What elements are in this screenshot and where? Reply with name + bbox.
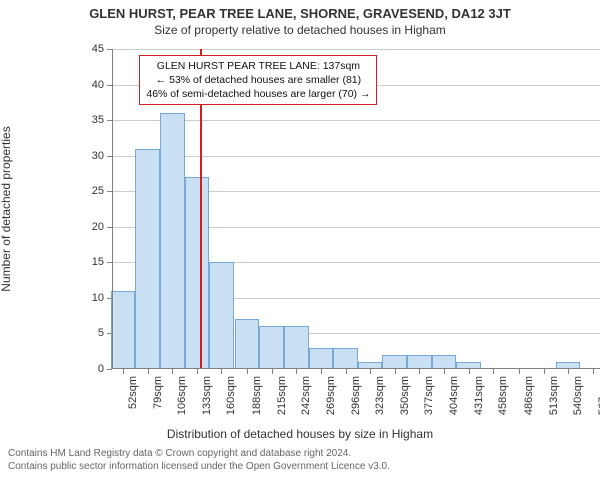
footer-line: Contains public sector information licen…: [8, 460, 600, 473]
y-axis-line: [112, 49, 113, 369]
x-tick-mark: [544, 369, 545, 374]
x-tick-mark: [321, 369, 322, 374]
x-axis-label: Distribution of detached houses by size …: [0, 427, 600, 441]
y-tick-mark: [107, 369, 112, 370]
annotation-box: GLEN HURST PEAR TREE LANE: 137sqm← 53% o…: [139, 55, 377, 106]
chart-title: GLEN HURST, PEAR TREE LANE, SHORNE, GRAV…: [0, 6, 600, 21]
x-tick-label: 323sqm: [374, 376, 386, 415]
y-tick-label: 10: [92, 292, 104, 304]
x-tick-label: 458sqm: [497, 376, 509, 415]
x-tick-mark: [395, 369, 396, 374]
x-tick-mark: [469, 369, 470, 374]
x-tick-mark: [346, 369, 347, 374]
x-tick-mark: [493, 369, 494, 374]
x-tick-label: 486sqm: [523, 376, 535, 415]
y-tick-label: 30: [92, 150, 104, 162]
x-tick-mark: [197, 369, 198, 374]
x-tick-mark: [172, 369, 173, 374]
x-tick-label: 133sqm: [201, 376, 213, 415]
histogram-bar: [309, 348, 334, 369]
histogram-bar: [333, 348, 358, 369]
x-tick-mark: [593, 369, 594, 374]
x-tick-mark: [221, 369, 222, 374]
x-tick-label: 242sqm: [300, 376, 312, 415]
x-tick-label: 431sqm: [473, 376, 485, 415]
x-tick-label: 404sqm: [448, 376, 460, 415]
chart-subtitle: Size of property relative to detached ho…: [0, 23, 600, 37]
histogram-bar: [407, 355, 432, 369]
x-tick-mark: [370, 369, 371, 374]
y-tick-label: 40: [92, 79, 104, 91]
histogram-bar: [432, 355, 457, 369]
annotation-line: GLEN HURST PEAR TREE LANE: 137sqm: [146, 59, 370, 73]
x-tick-label: 160sqm: [225, 376, 237, 415]
y-tick-label: 5: [98, 327, 104, 339]
gridline: [112, 120, 600, 121]
x-tick-mark: [148, 369, 149, 374]
x-tick-label: 377sqm: [423, 376, 435, 415]
x-tick-mark: [444, 369, 445, 374]
x-tick-mark: [247, 369, 248, 374]
histogram-bar: [382, 355, 407, 369]
y-tick-label: 0: [98, 363, 104, 375]
x-tick-label: 106sqm: [176, 376, 188, 415]
x-tick-label: 540sqm: [572, 376, 584, 415]
y-tick-label: 25: [92, 185, 104, 197]
gridline: [112, 49, 600, 50]
y-axis-label: Number of detached properties: [0, 49, 13, 369]
x-axis-line: [112, 368, 600, 369]
x-tick-label: 188sqm: [251, 376, 263, 415]
x-tick-mark: [519, 369, 520, 374]
x-tick-mark: [272, 369, 273, 374]
gridline: [112, 156, 600, 157]
footer-line: Contains HM Land Registry data © Crown c…: [8, 447, 600, 460]
histogram-bar: [160, 113, 185, 369]
histogram-bar: [135, 149, 160, 369]
histogram-bar: [111, 291, 136, 369]
x-tick-mark: [419, 369, 420, 374]
histogram-bar: [259, 326, 284, 369]
x-tick-label: 513sqm: [548, 376, 560, 415]
y-tick-label: 20: [92, 221, 104, 233]
footer: Contains HM Land Registry data © Crown c…: [0, 447, 600, 473]
histogram-bar: [185, 177, 210, 369]
x-tick-label: 296sqm: [350, 376, 362, 415]
x-tick-mark: [123, 369, 124, 374]
plot-area: 051015202530354045GLEN HURST PEAR TREE L…: [112, 49, 600, 369]
x-tick-label: 350sqm: [399, 376, 411, 415]
x-tick-label: 215sqm: [276, 376, 288, 415]
histogram-bar: [284, 326, 309, 369]
x-tick-label: 269sqm: [325, 376, 337, 415]
x-tick-mark: [568, 369, 569, 374]
x-tick-label: 52sqm: [127, 376, 139, 409]
y-tick-label: 15: [92, 256, 104, 268]
x-tick-mark: [296, 369, 297, 374]
histogram-bar: [235, 319, 260, 369]
histogram-bar: [209, 262, 234, 369]
annotation-line: ← 53% of detached houses are smaller (81…: [146, 73, 370, 87]
y-tick-label: 35: [92, 114, 104, 126]
annotation-line: 46% of semi-detached houses are larger (…: [146, 87, 370, 101]
y-tick-label: 45: [92, 43, 104, 55]
x-tick-label: 79sqm: [152, 376, 164, 409]
